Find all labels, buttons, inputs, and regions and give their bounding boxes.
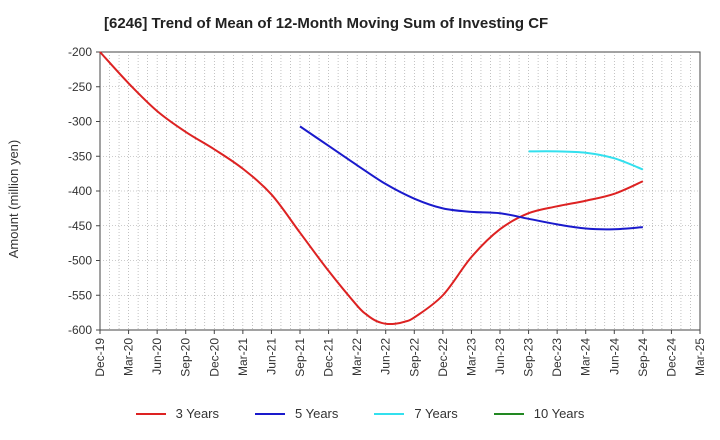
x-tick-label: Jun-23 (493, 338, 507, 375)
y-tick-label: -400 (68, 184, 92, 198)
x-tick-label: Sep-20 (179, 338, 193, 377)
x-tick-label: Jun-24 (607, 338, 621, 375)
legend-label: 5 Years (295, 406, 339, 421)
x-tick-label: Sep-24 (636, 338, 650, 377)
legend-item-10-years: 10 Years (493, 406, 585, 421)
legend-swatch (255, 412, 285, 415)
y-tick-label: -300 (68, 115, 92, 129)
x-tick-label: Mar-23 (464, 338, 478, 376)
x-tick-label: Dec-24 (664, 338, 678, 377)
x-tick-label: Jun-21 (264, 338, 278, 375)
chart-title: [6246] Trend of Mean of 12-Month Moving … (104, 15, 549, 32)
y-tick-label: -250 (68, 80, 92, 94)
x-tick-label: Dec-19 (93, 338, 107, 377)
x-tick-label: Sep-21 (293, 338, 307, 377)
x-tick-label: Dec-22 (436, 338, 450, 377)
series-line-5-years (299, 125, 643, 231)
x-tick-label: Jun-20 (150, 338, 164, 375)
x-tick-label: Mar-25 (693, 338, 707, 376)
series-line-3-years (99, 51, 644, 326)
legend-swatch (374, 412, 405, 415)
x-tick-label: Mar-21 (236, 338, 250, 376)
y-tick-label: -600 (68, 323, 92, 337)
x-tick-label: Mar-20 (122, 338, 136, 376)
y-tick-label: -550 (68, 288, 92, 302)
x-tick-label: Jun-22 (379, 338, 393, 375)
x-tick-label: Sep-22 (407, 338, 421, 377)
x-tick-label: Dec-20 (207, 338, 221, 377)
y-tick-label: -350 (68, 149, 92, 163)
legend-label: 7 Years (414, 406, 458, 421)
legend-swatch (135, 412, 166, 415)
x-tick-label: Dec-23 (550, 338, 564, 377)
legend-item-5-years: 5 Years (255, 406, 338, 421)
legend-label: 10 Years (533, 406, 585, 421)
legend: 3 Years 5 Years 7 Years 10 Years (0, 406, 720, 421)
series-line-7-years (528, 150, 644, 171)
legend-item-7-years: 7 Years (374, 406, 458, 421)
x-tick-label: Dec-21 (322, 338, 336, 377)
x-tick-label: Mar-22 (350, 338, 364, 376)
legend-label: 3 Years (175, 406, 219, 421)
legend-item-3-years: 3 Years (135, 406, 219, 421)
x-tick-label: Sep-23 (522, 338, 536, 377)
y-tick-label: -450 (68, 219, 92, 233)
legend-swatch (493, 412, 524, 415)
y-tick-label: -200 (68, 45, 92, 59)
x-tick-label: Mar-24 (579, 338, 593, 376)
y-tick-label: -500 (68, 254, 92, 268)
